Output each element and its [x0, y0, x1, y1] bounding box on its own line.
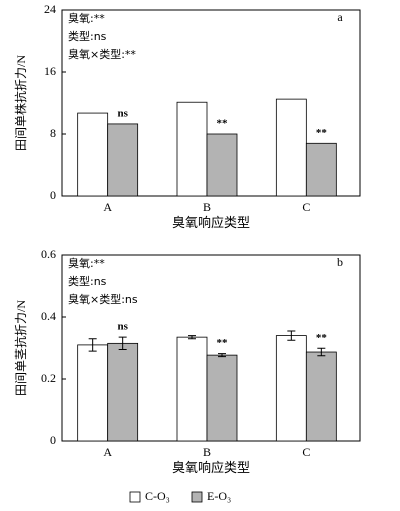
error-bar: [218, 353, 226, 358]
legend-swatch: [191, 491, 203, 503]
y-tick-label: 8: [50, 126, 56, 140]
x-tick-label: B: [203, 200, 211, 214]
annotation: 臭氧:**: [68, 11, 105, 25]
error-bar: [287, 330, 296, 341]
x-axis-label: 臭氧响应类型: [172, 215, 250, 230]
x-tick-label: C: [302, 445, 310, 459]
annotation: 臭氧:**: [68, 256, 105, 270]
panel-label: a: [337, 10, 343, 24]
y-tick-label: 0.2: [41, 371, 56, 385]
error-bar: [317, 347, 326, 357]
significance-label: **: [316, 127, 328, 139]
x-tick-label: A: [103, 445, 112, 459]
annotation: 类型:ns: [68, 29, 107, 43]
legend-label: E-O₃: [207, 489, 231, 503]
bar: [176, 101, 208, 197]
error-bar: [88, 338, 97, 352]
y-tick-label: 0: [50, 188, 56, 202]
y-tick-label: 0.6: [41, 247, 56, 261]
x-tick-label: A: [103, 200, 112, 214]
error-bar: [188, 335, 196, 340]
bar: [275, 335, 307, 442]
significance-label: ns: [117, 321, 128, 333]
annotation: 臭氧×类型:ns: [68, 292, 138, 306]
x-tick-label: B: [203, 445, 211, 459]
significance-label: **: [217, 118, 229, 130]
annotation: 臭氧×类型:**: [68, 47, 136, 61]
legend-swatch: [129, 491, 141, 503]
y-axis-label: 田间单株抗折力/N: [13, 55, 28, 151]
error-bar: [118, 336, 127, 351]
bar: [305, 142, 337, 197]
y-tick-label: 16: [44, 64, 56, 78]
x-tick-label: C: [302, 200, 310, 214]
bar: [107, 123, 139, 197]
x-axis-label: 臭氧响应类型: [172, 460, 250, 475]
bar: [206, 354, 238, 442]
annotation: 类型:ns: [68, 274, 107, 288]
bar: [77, 344, 109, 442]
bar: [206, 133, 238, 197]
y-tick-label: 0: [50, 433, 56, 447]
significance-label: ns: [117, 107, 128, 119]
bar: [77, 112, 109, 197]
bar: [305, 351, 337, 442]
panel-label: b: [337, 255, 343, 269]
legend-label: C-O₃: [145, 489, 170, 503]
bar: [107, 342, 139, 442]
y-tick-label: 0.4: [41, 309, 56, 323]
significance-label: **: [316, 332, 328, 344]
significance-label: **: [217, 337, 229, 349]
y-axis-label: 田间单茎抗折力/N: [13, 300, 28, 396]
y-tick-label: 24: [44, 2, 56, 16]
bar: [275, 98, 307, 197]
bar: [176, 336, 208, 442]
